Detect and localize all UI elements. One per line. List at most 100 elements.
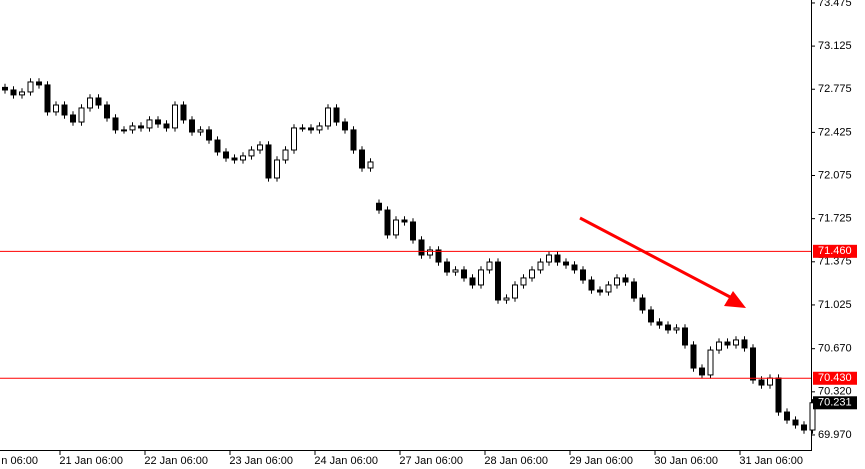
candle-body xyxy=(554,254,561,263)
candle-body xyxy=(656,321,663,326)
candle-body xyxy=(716,341,722,351)
candle-body xyxy=(673,327,680,331)
candle-body xyxy=(605,284,612,293)
candle-body xyxy=(155,119,161,125)
candle-body xyxy=(112,117,119,131)
candle-body xyxy=(707,349,714,376)
candle-body xyxy=(665,324,671,331)
candle-body xyxy=(163,123,170,129)
candle-body xyxy=(529,269,535,279)
candle-body xyxy=(70,114,76,123)
candle-body xyxy=(733,339,739,346)
x-tick-label: 27 Jan 06:00 xyxy=(399,455,463,467)
candle-body xyxy=(44,84,51,113)
candle-body xyxy=(690,344,697,369)
candle-body xyxy=(784,411,790,421)
candle-body xyxy=(87,97,93,109)
candle-body xyxy=(512,284,518,299)
candle-body xyxy=(792,419,799,426)
candle-body xyxy=(444,261,450,273)
y-tick-label: 72.425 xyxy=(818,126,852,138)
candle-body xyxy=(333,107,340,123)
candle-body xyxy=(189,119,195,133)
candle-body xyxy=(121,129,127,132)
candle-body xyxy=(78,107,85,123)
candle-body xyxy=(775,377,782,413)
candle-body xyxy=(359,149,365,169)
candle-body xyxy=(274,159,280,179)
y-tick-label: 70.320 xyxy=(818,386,852,398)
candle-body xyxy=(2,86,8,91)
candle-body xyxy=(10,89,17,96)
candle-body xyxy=(316,125,323,131)
candle-body xyxy=(741,339,748,349)
candle-body xyxy=(563,261,569,266)
candle-body xyxy=(520,277,527,286)
candle-body xyxy=(461,269,467,279)
candle-body xyxy=(410,221,416,241)
candle-body xyxy=(486,261,493,271)
candle-body xyxy=(282,149,289,161)
candle-body xyxy=(427,249,433,256)
trend-arrow xyxy=(579,216,746,308)
candle-body xyxy=(223,151,229,159)
y-tick-label: 71.375 xyxy=(818,256,852,268)
candle-body xyxy=(367,161,374,169)
level-label: 71.460 xyxy=(818,245,852,257)
last-price-tag xyxy=(813,396,857,410)
candle-body xyxy=(614,277,620,286)
candle-body xyxy=(588,279,595,291)
candle-body xyxy=(299,127,306,130)
candle-body xyxy=(206,129,212,141)
candle-body xyxy=(809,402,816,431)
candle-body xyxy=(291,127,297,151)
y-tick-label: 69.970 xyxy=(818,429,852,441)
candle-body xyxy=(384,209,391,236)
x-tick-label: 21 Jan 06:00 xyxy=(59,455,123,467)
candle-body xyxy=(248,149,255,157)
candle-body xyxy=(180,104,187,121)
candle-body xyxy=(699,367,705,376)
level-label: 70.430 xyxy=(818,372,852,384)
candle-body xyxy=(469,277,476,286)
candle-body xyxy=(308,127,314,131)
candles xyxy=(2,78,816,434)
x-tick-label: 28 Jan 06:00 xyxy=(484,455,548,467)
candle-body xyxy=(648,309,654,323)
y-tick-label: 72.775 xyxy=(818,83,852,95)
candle-body xyxy=(325,107,331,127)
y-tick-label: 72.075 xyxy=(818,169,852,181)
candle-body xyxy=(546,254,552,263)
x-tick-label: 24 Jan 06:00 xyxy=(314,455,378,467)
candle-body xyxy=(639,297,646,311)
candle-body xyxy=(435,249,442,263)
candle-body xyxy=(214,139,221,153)
candle-body xyxy=(376,202,382,211)
candle-body xyxy=(503,297,510,301)
arrow-shaft xyxy=(579,216,733,300)
candle-body xyxy=(36,81,42,86)
candle-body xyxy=(758,379,765,386)
candle-body xyxy=(801,424,807,431)
candle-body xyxy=(393,219,399,236)
candle-body xyxy=(537,261,544,271)
candle-body xyxy=(342,121,348,131)
candle-body xyxy=(172,104,178,129)
level-tag xyxy=(813,371,857,385)
candle-body xyxy=(622,277,629,283)
candle-body xyxy=(138,125,144,129)
candle-body xyxy=(682,327,688,346)
candle-body xyxy=(767,377,773,386)
y-tick-label: 73.125 xyxy=(818,40,852,52)
y-tick-label: 73.475 xyxy=(818,0,852,9)
candle-body xyxy=(240,155,246,161)
x-tick-label: 30 Jan 06:00 xyxy=(654,455,718,467)
candle-body xyxy=(418,239,425,256)
candle-body xyxy=(231,157,238,161)
x-tick-label: n 06:00 xyxy=(1,455,38,467)
candle-body xyxy=(129,125,136,131)
candle-body xyxy=(27,81,34,93)
level-tag xyxy=(813,244,857,258)
candle-body xyxy=(265,144,272,179)
y-tick-label: 71.725 xyxy=(818,213,852,225)
